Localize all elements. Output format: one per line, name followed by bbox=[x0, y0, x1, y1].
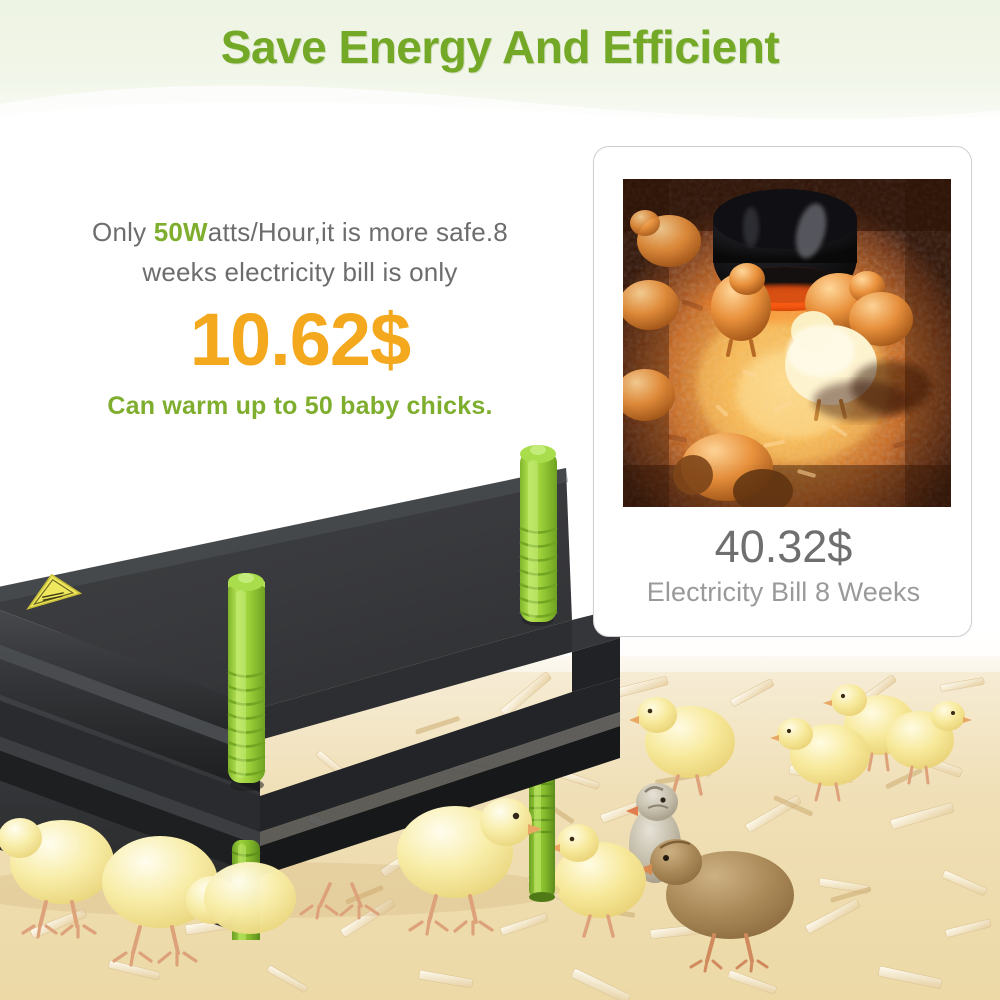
lamp-bill-caption: Electricity Bill 8 Weeks bbox=[646, 577, 921, 607]
left-copy-block: Only 50Watts/Hour,it is more safe.8 week… bbox=[40, 212, 560, 421]
photo-chick-top-left bbox=[630, 210, 701, 267]
spec-prefix: Only bbox=[92, 217, 154, 247]
spec-line-1: Only 50Watts/Hour,it is more safe.8 bbox=[40, 212, 560, 252]
header-banner bbox=[0, 0, 1000, 128]
capacity-note: Can warm up to 50 baby chicks. bbox=[107, 392, 493, 421]
chick-yellow-under-plate bbox=[204, 862, 296, 934]
header-wave-divider bbox=[0, 85, 1000, 128]
chick-yellow-right-plate bbox=[397, 798, 542, 936]
photo-chick-under-lamp-left bbox=[711, 263, 771, 357]
photo-chick-bottom bbox=[673, 433, 793, 507]
chick-yellow-right-1 bbox=[886, 701, 972, 785]
spec-suffix: atts/Hour,it is more safe.8 bbox=[207, 217, 508, 247]
center-leg bbox=[227, 573, 266, 791]
photo-chick-left-low bbox=[623, 369, 675, 421]
product-bill-price: 10.62$ bbox=[189, 297, 411, 381]
right-leg bbox=[519, 445, 558, 626]
rear-right-leg bbox=[529, 770, 555, 902]
spec-line-2: weeks electricity bill is only bbox=[142, 257, 458, 288]
wattage-highlight: 50W bbox=[153, 217, 208, 247]
lamp-bill-price: 40.32$ bbox=[714, 521, 853, 572]
chick-brown-front bbox=[638, 839, 794, 973]
chick-yellow-center bbox=[629, 697, 735, 796]
photo-chick-left-mid bbox=[623, 280, 679, 330]
page-title: Save Energy And Efficient bbox=[220, 21, 780, 73]
chicks-under-plate-group bbox=[0, 780, 560, 1000]
photo-chick-right bbox=[849, 292, 913, 346]
chick-yellow-right-2 bbox=[770, 718, 870, 802]
comparison-card: 40.32$ Electricity Bill 8 Weeks bbox=[593, 146, 972, 637]
chick-feet-extra bbox=[299, 882, 380, 920]
warning-triangle-sticker bbox=[26, 573, 83, 610]
chick-yellow-left-3 bbox=[549, 824, 646, 938]
chick-yellow-left-1 bbox=[0, 818, 114, 939]
heat-lamp-photo bbox=[623, 179, 951, 507]
